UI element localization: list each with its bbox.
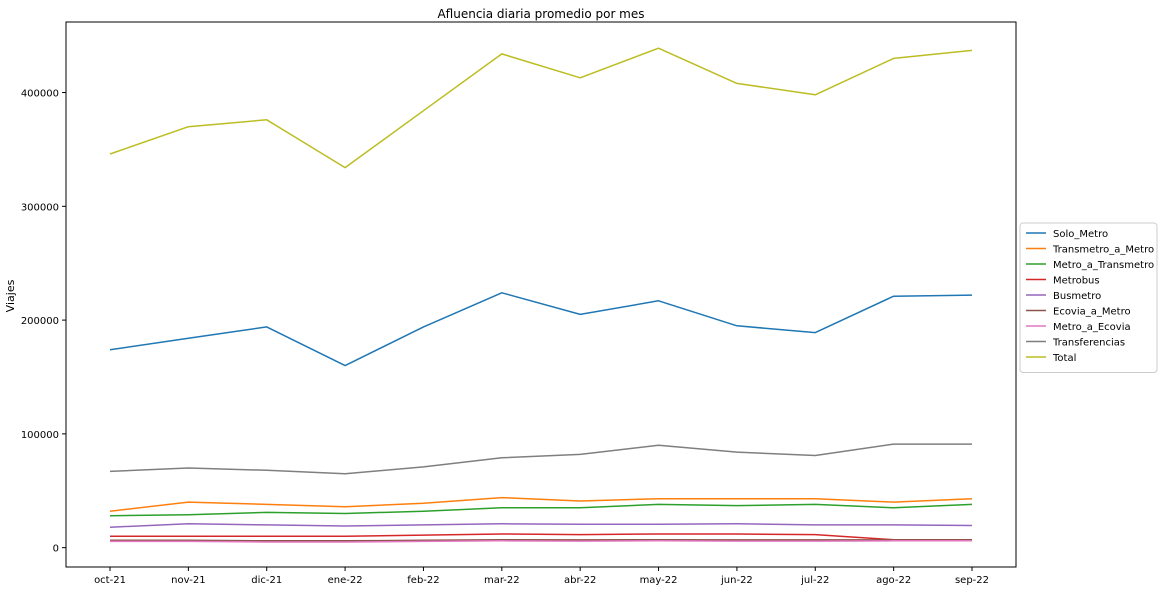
series-line-transferencias	[109, 443, 972, 475]
series-line-transmetro-a-metro	[109, 496, 973, 512]
series-line-ecovia-a-metro	[110, 538, 972, 542]
y-tick-label: 400000	[21, 89, 59, 100]
y-tick-label: 0	[53, 544, 59, 555]
x-tick-label: feb-22	[407, 575, 439, 586]
series-line-total	[109, 47, 973, 169]
legend-label: Ecovia_a_Metro	[1053, 307, 1131, 318]
legend-label: Metrobus	[1053, 276, 1100, 287]
plot-frame	[65, 21, 1017, 568]
y-axis-label: Viajes	[4, 279, 17, 312]
series-lines	[109, 47, 973, 543]
x-tick-label: ago-22	[876, 575, 911, 586]
legend-box	[1019, 222, 1158, 373]
legend-label: Solo_Metro	[1053, 229, 1108, 240]
y-tick-label: 300000	[21, 202, 59, 213]
legend-label: Transmetro_a_Metro	[1052, 245, 1154, 256]
x-tick-label: mar-22	[484, 575, 520, 586]
chart-title: Afluencia diaria promedio por mes	[437, 7, 644, 21]
axes	[65, 21, 1017, 568]
legend-label: Metro_a_Transmetro	[1053, 260, 1154, 271]
x-tick-label: nov-21	[171, 575, 205, 586]
series-line-metro-a-transmetro	[109, 503, 973, 517]
legend: Solo_Metro Transmetro_a_Metro Metro_a_Tran…	[1019, 222, 1158, 373]
legend-label: Busmetro	[1053, 291, 1101, 302]
x-tick-label: dic-21	[251, 575, 282, 586]
legend-label: Transferencias	[1052, 338, 1125, 349]
series-line-metro-a-ecovia	[110, 540, 972, 543]
legend-label: Total	[1052, 353, 1076, 364]
x-tick-label: ene-22	[328, 575, 363, 586]
legend-label: Metro_a_Ecovia	[1053, 322, 1131, 333]
x-tick-label: oct-21	[94, 575, 126, 586]
series-line-solo-metro	[109, 292, 973, 367]
ticks: 0 100000 200000 300000 400000 oct-21 nov-21 dic…	[21, 89, 989, 586]
x-tick-label: jul-22	[800, 575, 829, 586]
series-line-metrobus	[110, 533, 972, 541]
x-tick-label: jun-22	[720, 575, 753, 586]
x-tick-label: abr-22	[564, 575, 596, 586]
x-tick-label: sep-22	[955, 575, 989, 586]
x-tick-label: may-22	[640, 575, 678, 586]
y-tick-label: 200000	[21, 316, 59, 327]
series-line-busmetro	[109, 523, 973, 528]
y-tick-label: 100000	[21, 430, 59, 441]
